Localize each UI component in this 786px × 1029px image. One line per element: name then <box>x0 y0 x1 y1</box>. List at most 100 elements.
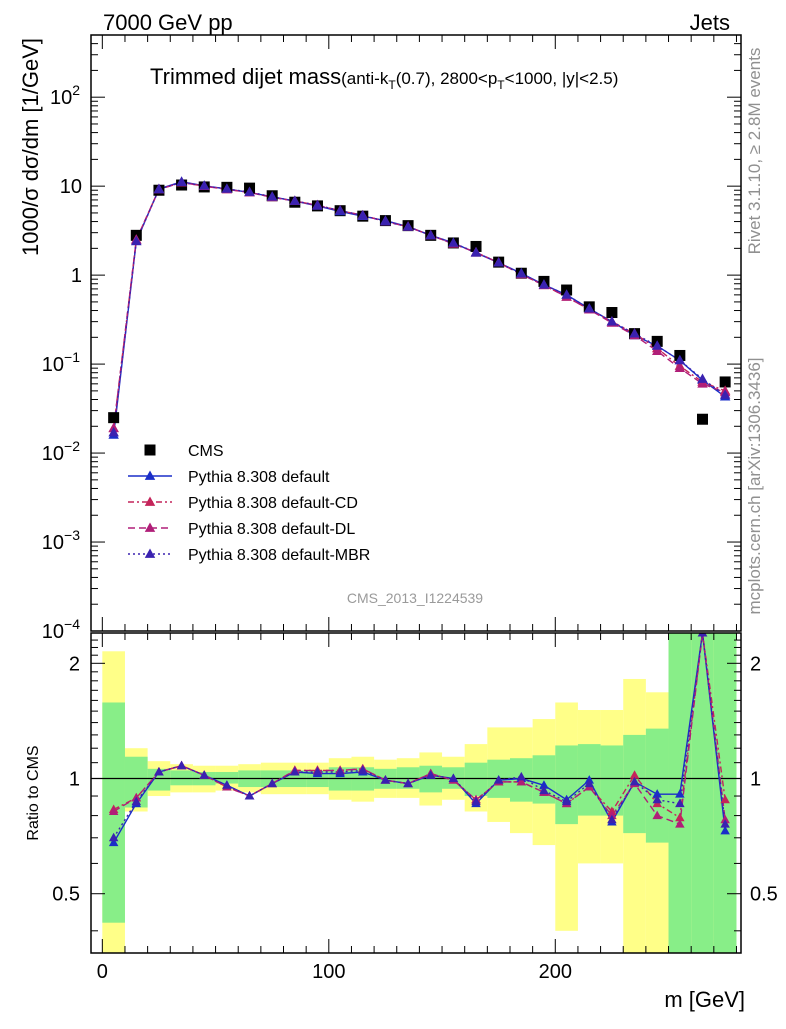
ratio-data-point <box>244 791 255 800</box>
data-point <box>629 328 640 338</box>
y-tick-label: 1 <box>71 265 82 287</box>
uncertainty-band-inner <box>215 771 239 784</box>
ratio-data-point <box>176 760 187 770</box>
header-left: 7000 GeV pp <box>103 10 233 35</box>
y-tick-label: 10 <box>60 176 82 198</box>
legend: CMS Pythia 8.308 default Pythia 8.308 defa… <box>128 443 370 564</box>
legend-entry: Pythia 8.308 default-DL <box>128 521 355 538</box>
mcplots-label: mcplots.cern.ch [arXiv:1306.3436] <box>745 357 764 614</box>
series-line <box>112 181 726 435</box>
ratio-data-point <box>652 810 662 820</box>
y-tick-label-base: 10 <box>42 621 64 643</box>
top-series-lines <box>112 181 726 435</box>
data-point <box>651 345 663 355</box>
data-point <box>266 191 278 201</box>
ratio-data-point <box>380 775 391 784</box>
ratio-y-tick-label-right: 1 <box>750 769 761 791</box>
uncertainty-band-inner <box>147 768 171 791</box>
ratio-data-point <box>108 837 119 847</box>
ratio-data-point <box>516 776 527 786</box>
ratio-data-point <box>516 771 527 781</box>
uncertainty-band-inner <box>532 755 556 804</box>
y-tick-label: 10−4 <box>42 616 80 643</box>
main-y-axis-label: 1000/σ dσ/dm [1/GeV] <box>18 38 43 256</box>
ratio-series-line <box>113 633 726 826</box>
rivet-label: Rivet 3.1.10, ≥ 2.8M events <box>745 48 764 255</box>
y-tick-label: 102 <box>50 82 80 109</box>
ratio-data-point <box>720 794 730 804</box>
x-tick-label: 100 <box>312 961 345 983</box>
header-right: Jets <box>690 10 730 35</box>
main-plot-ticks <box>91 34 741 632</box>
legend-marker <box>144 548 156 558</box>
data-point <box>312 199 323 210</box>
series-line <box>112 181 726 429</box>
title-sub-text: (0.7), 2800<p <box>396 69 498 88</box>
data-point <box>221 183 233 193</box>
legend-marker <box>144 496 156 506</box>
legend-label: Pythia 8.308 default-MBR <box>188 547 370 564</box>
data-point <box>448 237 459 247</box>
ratio-series-line <box>113 633 726 839</box>
main-plot-frame <box>90 34 742 632</box>
ratio-data-point <box>652 789 662 798</box>
ratio-data-point <box>358 765 368 774</box>
ratio-data-point <box>629 776 640 786</box>
data-point <box>289 195 301 205</box>
ratio-data-point <box>539 780 549 789</box>
ratio-data-point <box>403 778 413 788</box>
chart-title-sub: (anti-kT(0.7), 2800<pT<1000, |y|<2.5) <box>341 69 618 92</box>
uncertainty-band-inner <box>645 728 669 843</box>
data-point <box>357 209 369 220</box>
uncertainty-band-inner <box>691 633 714 953</box>
data-point <box>719 389 731 399</box>
ratio-series-lines <box>113 633 726 843</box>
ratio-data-point <box>222 780 232 789</box>
title-subscript: T <box>497 78 505 92</box>
ratio-data-point <box>154 766 164 776</box>
ratio-data-point <box>199 770 209 779</box>
legend-entry: CMS <box>144 443 224 460</box>
y-tick-label-exponent: −1 <box>64 349 80 365</box>
uncertainty-band-inner <box>713 633 737 953</box>
data-point <box>425 229 436 240</box>
legend-marker <box>144 444 156 456</box>
ratio-data-point <box>425 770 436 779</box>
ratio-data-point <box>108 832 119 842</box>
ratio-data-point <box>267 778 277 788</box>
y-tick-label-exponent: −3 <box>64 527 80 543</box>
ratio-y-tick-label: 2 <box>69 653 80 675</box>
ratio-y-tick-label: 0.5 <box>52 884 80 906</box>
data-point <box>108 412 120 424</box>
legend-label: Pythia 8.308 default-DL <box>188 521 355 538</box>
legend-entry: Pythia 8.308 default <box>128 469 330 486</box>
ratio-y-tick-label-right: 0.5 <box>750 884 778 906</box>
ratio-data-point <box>493 775 504 784</box>
legend-entry: Pythia 8.308 default-CD <box>128 495 358 512</box>
data-point <box>719 376 731 388</box>
series-line <box>112 181 726 433</box>
title-sub-text: (anti-k <box>341 69 389 88</box>
ratio-series-line <box>113 633 726 819</box>
chart-title-main: Trimmed dijet mass <box>150 64 341 89</box>
data-point <box>538 279 550 289</box>
chart-title: Trimmed dijet mass(anti-kT(0.7), 2800<pT… <box>150 64 618 92</box>
ratio-data-point <box>652 794 662 804</box>
ratio-plot-frame <box>90 632 742 954</box>
legend-marker <box>144 522 156 532</box>
x-tick-label: 200 <box>539 961 572 983</box>
legend-label: Pythia 8.308 default <box>188 469 330 486</box>
analysis-watermark: CMS_2013_I1224539 <box>347 590 483 606</box>
ratio-plot-ticks <box>91 632 741 953</box>
title-subscript: T <box>388 78 396 92</box>
x-tick-label: 0 <box>97 961 108 983</box>
ratio-data-point <box>471 796 481 806</box>
data-point <box>516 268 527 278</box>
series-line <box>112 181 726 429</box>
ratio-data-point <box>312 766 323 776</box>
data-point <box>131 235 142 246</box>
ratio-data-point <box>675 819 685 828</box>
data-point <box>606 316 618 326</box>
